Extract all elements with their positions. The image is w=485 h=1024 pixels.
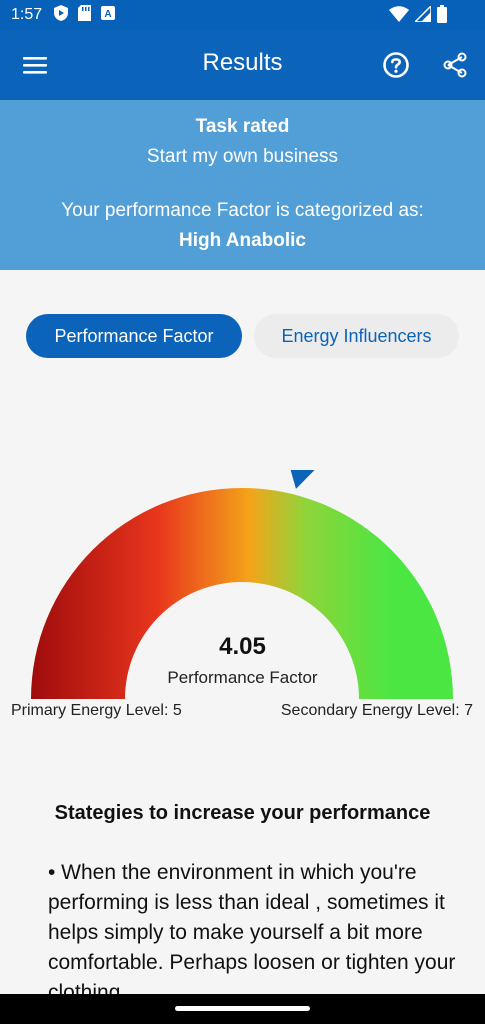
home-handle[interactable]	[175, 1006, 310, 1011]
status-time: 1:57	[11, 6, 43, 23]
category-value: High Anabolic	[178, 230, 307, 251]
gauge-pointer	[288, 462, 316, 489]
strategies-title: Stategies to increase your performance	[54, 802, 431, 824]
performance-gauge	[0, 462, 485, 730]
navigation-bar	[0, 994, 485, 1024]
battery-icon	[437, 5, 447, 28]
strategies-body: • When the environment in which you're p…	[48, 861, 456, 994]
share-icon[interactable]	[440, 50, 470, 80]
a-box-icon: A	[101, 5, 116, 25]
gauge-arc	[31, 488, 453, 699]
menu-icon[interactable]	[20, 50, 50, 80]
primary-energy-level: Primary Energy Level: 5	[11, 702, 182, 719]
help-icon[interactable]	[381, 50, 411, 80]
tab-performance-factor[interactable]: Performance Factor	[26, 314, 242, 358]
summary-heading: Task rated	[195, 116, 290, 137]
sd-card-icon	[78, 4, 92, 26]
shield-icon	[54, 4, 69, 26]
signal-icon	[413, 4, 432, 27]
page-title: Results	[202, 49, 283, 76]
performance-value: 4.05	[219, 633, 266, 660]
secondary-energy-level: Secondary Energy Level: 7	[280, 702, 473, 719]
task-name: Start my own business	[146, 146, 339, 167]
performance-label: Performance Factor	[167, 668, 318, 687]
svg-text:A: A	[105, 9, 112, 20]
category-prompt: Your performance Factor is categorized a…	[61, 200, 424, 221]
result-summary: Task rated Start my own business Your pe…	[0, 100, 485, 270]
tab-energy-influencers[interactable]: Energy Influencers	[254, 314, 459, 358]
app-bar: Results	[0, 30, 485, 100]
status-bar: 1:57 A	[0, 0, 485, 30]
result-tabs: Performance Factor Energy Influencers	[26, 314, 459, 358]
wifi-icon	[389, 6, 409, 27]
